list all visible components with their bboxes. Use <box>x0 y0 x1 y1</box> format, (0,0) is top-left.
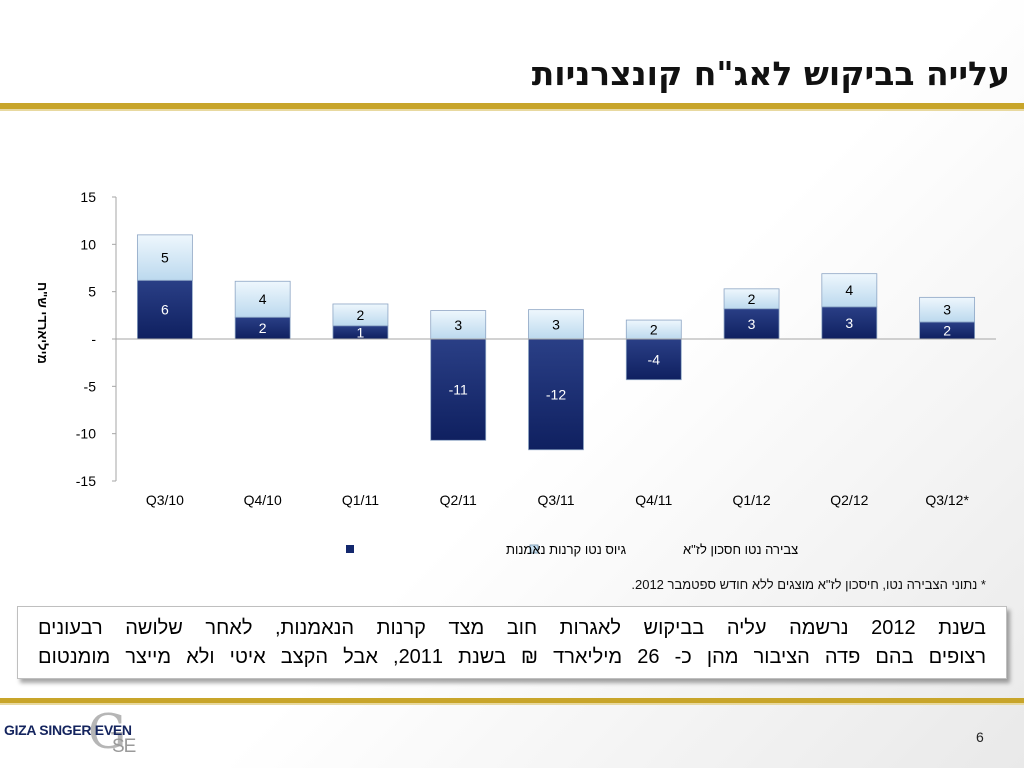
data-label-dark: 3 <box>748 316 756 332</box>
bar-dark-segment <box>821 306 878 340</box>
data-label-dark: -4 <box>648 351 661 367</box>
data-label-dark: 3 <box>845 315 853 331</box>
bar-dark-segment <box>528 338 584 451</box>
y-tick-label: 5 <box>88 284 96 300</box>
data-label-dark: -12 <box>546 386 566 402</box>
data-label-dark: -11 <box>449 382 468 398</box>
bar-dark-segment <box>723 308 780 340</box>
logo-wordmark: GIZA SINGER EVEN <box>4 722 132 738</box>
data-label-light: 3 <box>454 317 462 333</box>
bar-light-segment <box>234 280 291 318</box>
y-axis-label: מיליארדי ש"ח <box>35 282 50 364</box>
legend-swatch-dark <box>346 545 354 553</box>
logo-mark-sub: SE <box>112 736 136 757</box>
data-label-light: 3 <box>943 302 951 318</box>
bar-dark-segment <box>136 279 193 340</box>
x-category-label: Q1/12 <box>732 492 770 508</box>
logo-mark-letter: G <box>88 704 127 760</box>
y-tick-label: - <box>91 331 96 347</box>
chart-footnote: * נתוני הצבירה נטו, חיסכון לז"א מוצגים ל… <box>631 577 986 592</box>
data-label-light: 2 <box>357 307 365 323</box>
data-label-light: 5 <box>161 250 169 266</box>
y-tick-label: 15 <box>80 189 96 205</box>
data-label-light: 4 <box>845 282 853 298</box>
chart-legend: צבירה נטו חסכון לז"א גיוס נטו קרנות נאמנ… <box>346 542 798 557</box>
legend-label-light: צבירה נטו חסכון לז"א <box>683 542 798 557</box>
bar-light-segment <box>723 288 780 310</box>
data-label-light: 3 <box>552 316 560 332</box>
data-label-dark: 2 <box>259 320 267 336</box>
legend-swatch-light <box>529 544 539 554</box>
x-category-label: Q4/11 <box>635 492 672 508</box>
bar-light-segment <box>821 273 878 308</box>
bar-dark-segment <box>430 338 487 441</box>
bar-dark-segment <box>625 338 682 381</box>
legend-label-dark: גיוס נטו קרנות נאמנות <box>506 542 627 557</box>
data-label-light: 2 <box>748 291 756 307</box>
x-category-label: Q4/10 <box>244 492 282 508</box>
y-tick-label: 10 <box>80 236 96 252</box>
header-divider-shadow <box>0 109 1024 111</box>
y-tick-label: -10 <box>76 426 96 442</box>
slide-title: עלייה בביקוש לאג"ח קונצרניות <box>531 54 1010 93</box>
data-label-dark: 1 <box>357 324 365 340</box>
x-category-label: Q2/11 <box>440 492 477 508</box>
x-category-label: Q2/12 <box>830 492 868 508</box>
footer-divider <box>0 698 1024 703</box>
x-category-label: Q3/11 <box>537 492 574 508</box>
x-category-label: Q1/11 <box>342 492 379 508</box>
y-tick-label: -15 <box>76 473 96 489</box>
header-divider <box>0 103 1024 109</box>
bar-light-segment <box>430 310 487 340</box>
y-tick-label: -5 <box>84 378 97 394</box>
data-label-light: 2 <box>650 322 658 338</box>
x-category-label: Q3/12* <box>925 492 969 508</box>
bar-light-segment <box>136 234 193 281</box>
page-number: 6 <box>976 729 984 745</box>
summary-line-1: בשנת 2012 נרשמה עליה בביקוש לאגרות חוב מ… <box>38 617 986 639</box>
x-category-label: Q3/10 <box>146 492 184 508</box>
summary-box: בשנת 2012 נרשמה עליה בביקוש לאגרות חוב מ… <box>17 606 1007 679</box>
data-label-light: 4 <box>259 291 267 307</box>
bar-light-segment <box>332 303 389 327</box>
data-label-dark: 2 <box>943 322 951 338</box>
bar-light-segment <box>919 296 976 323</box>
footer-divider-shadow <box>0 703 1024 705</box>
data-label-dark: 6 <box>161 302 169 318</box>
summary-line-2: רצופים בהם פדה הציבור מהן כ- 26 מיליארד … <box>38 646 986 668</box>
